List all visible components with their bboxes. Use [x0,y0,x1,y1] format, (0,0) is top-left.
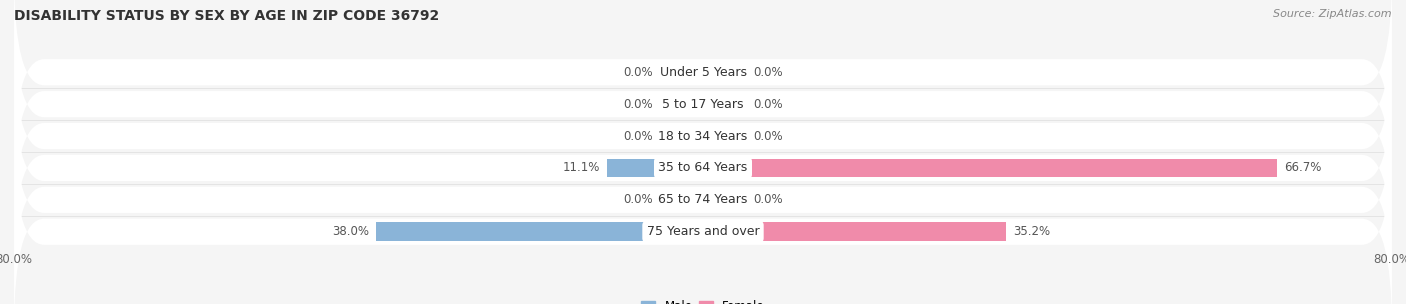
Text: 0.0%: 0.0% [754,193,783,206]
Bar [703,191,747,209]
Text: 0.0%: 0.0% [754,98,783,111]
Text: 5 to 17 Years: 5 to 17 Years [662,98,744,111]
Text: DISABILITY STATUS BY SEX BY AGE IN ZIP CODE 36792: DISABILITY STATUS BY SEX BY AGE IN ZIP C… [14,9,439,23]
Bar [659,63,703,81]
FancyBboxPatch shape [14,69,1392,267]
Bar [659,95,703,113]
Legend: Male, Female: Male, Female [637,295,769,304]
FancyBboxPatch shape [14,37,1392,235]
Text: 38.0%: 38.0% [332,225,368,238]
FancyBboxPatch shape [14,0,1392,171]
Bar [703,95,747,113]
Bar [659,191,703,209]
Text: 65 to 74 Years: 65 to 74 Years [658,193,748,206]
Bar [607,159,703,177]
Text: 35.2%: 35.2% [1012,225,1050,238]
Text: 0.0%: 0.0% [754,66,783,79]
Text: Under 5 Years: Under 5 Years [659,66,747,79]
Text: 0.0%: 0.0% [623,66,652,79]
Text: 0.0%: 0.0% [623,98,652,111]
Text: 11.1%: 11.1% [564,161,600,174]
Text: 0.0%: 0.0% [623,130,652,143]
Bar [703,223,1007,241]
Text: 35 to 64 Years: 35 to 64 Years [658,161,748,174]
Text: 66.7%: 66.7% [1284,161,1322,174]
Bar [659,127,703,145]
FancyBboxPatch shape [14,101,1392,299]
Text: 0.0%: 0.0% [754,130,783,143]
Text: 0.0%: 0.0% [623,193,652,206]
Text: 75 Years and over: 75 Years and over [647,225,759,238]
FancyBboxPatch shape [14,133,1392,304]
Bar [703,63,747,81]
Bar [703,127,747,145]
Bar [375,223,703,241]
FancyBboxPatch shape [14,5,1392,203]
Text: Source: ZipAtlas.com: Source: ZipAtlas.com [1274,9,1392,19]
Text: 18 to 34 Years: 18 to 34 Years [658,130,748,143]
Bar [703,159,1278,177]
